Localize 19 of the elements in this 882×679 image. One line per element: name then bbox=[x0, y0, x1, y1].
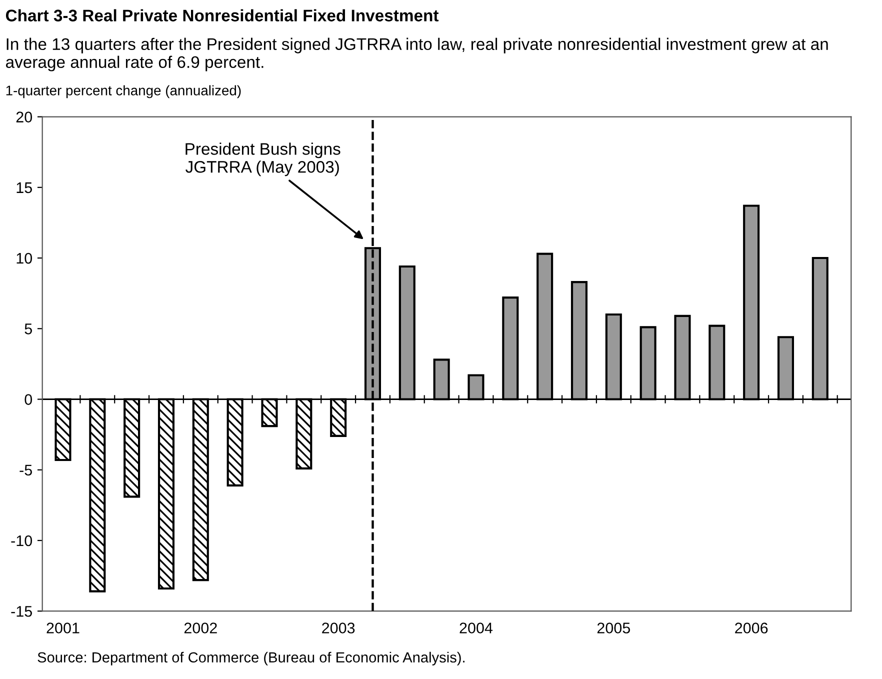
y-tick-label: 20 bbox=[16, 112, 32, 122]
x-tick-label: 2005 bbox=[597, 622, 630, 634]
y-tick-label: 5 bbox=[24, 324, 32, 334]
y-axis-title: 1-quarter percent change (annualized) bbox=[6, 85, 241, 98]
y-tick-label: 10 bbox=[16, 252, 32, 264]
x-tick-label: 2002 bbox=[184, 622, 217, 634]
x-tick-label: 2003 bbox=[322, 622, 355, 634]
x-tick-label: 2004 bbox=[460, 622, 493, 634]
y-tick-label: 15 bbox=[16, 182, 32, 194]
y-tick-label: -5 bbox=[20, 464, 32, 476]
annotation: President Bush signs JGTRRA (May 2003) bbox=[186, 142, 340, 176]
y-tick-label: -15 bbox=[11, 606, 32, 617]
y-tick-label: -10 bbox=[11, 535, 32, 546]
y-tick-label: 0 bbox=[24, 394, 32, 405]
x-tick-label: 2006 bbox=[735, 622, 768, 634]
x-tick-label: 2001 bbox=[46, 622, 80, 634]
source-note: Source: Department of Commerce (Bureau of Economic Analysis). bbox=[38, 652, 464, 666]
chart-title: Chart 3-3 Real Private Nonresidential Fixed Investment bbox=[6, 9, 439, 22]
chart-subtitle: In the 13 quarters after the President signed JGTRRA into law, real private nonresidential investment grew at an average annual rate of 6.9 percent. bbox=[6, 38, 828, 72]
